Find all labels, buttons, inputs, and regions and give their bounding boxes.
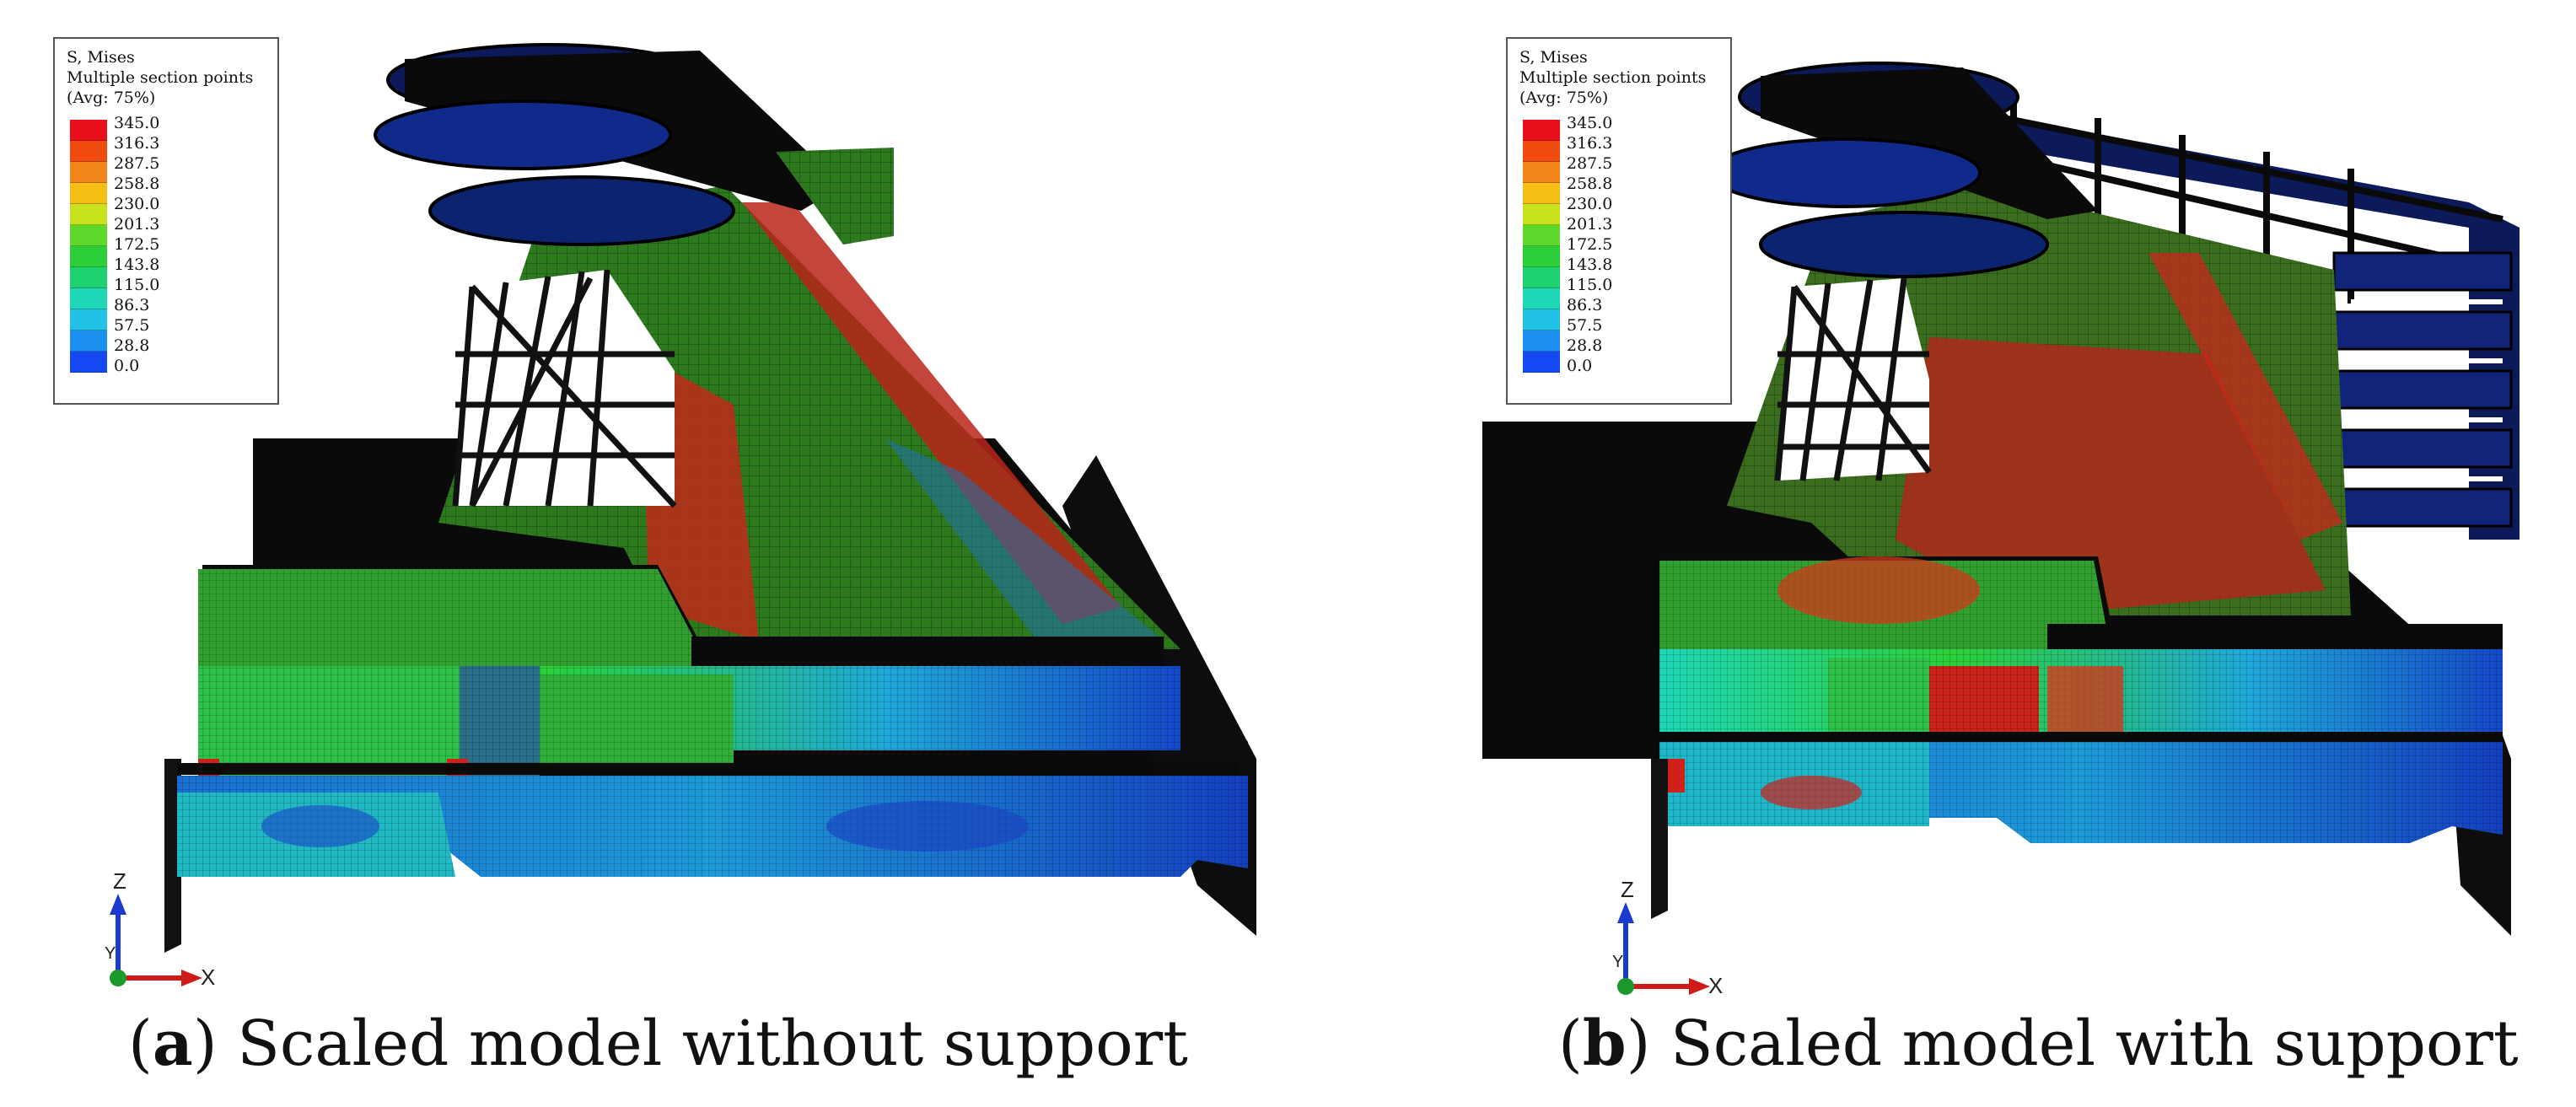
caption-a-text: Scaled model without support [217, 1008, 1188, 1080]
legend-value: 86.3 [114, 296, 150, 314]
legend-value: 230.0 [1567, 195, 1613, 213]
legend-swatch [1523, 246, 1560, 267]
legend-swatches-b [1523, 120, 1560, 373]
legend-value: 115.0 [114, 276, 160, 294]
legend-value: 345.0 [114, 114, 160, 132]
panel-b: S, Mises Multiple section points (Avg: 7… [1288, 0, 2576, 1107]
legend-swatch [1523, 120, 1560, 141]
legend-values: 345.0 316.3 287.5 258.8 230.0 201.3 172.5 143.8… [114, 113, 198, 376]
legend-swatch [70, 330, 107, 352]
legend-swatch [70, 309, 107, 330]
legend-swatch [70, 225, 107, 246]
fea-model-without-support [164, 43, 1256, 953]
legend-value: 0.0 [114, 357, 140, 375]
legend-swatch [1523, 309, 1560, 330]
axis-x-label: X [201, 965, 216, 990]
legend-swatch [1523, 330, 1560, 352]
stress-legend: S, Mises Multiple section points (Avg: 7… [53, 37, 279, 405]
legend-value: 57.5 [1567, 316, 1603, 335]
legend-swatch [70, 246, 107, 267]
legend-swatch [1523, 162, 1560, 183]
legend-value: 201.3 [1567, 215, 1613, 234]
legend-swatch [70, 162, 107, 183]
legend-averaging: (Avg: 75%) [67, 89, 156, 107]
axis-triad: Z X Y [101, 868, 261, 1012]
caption-a-letter: a [152, 1008, 193, 1080]
legend-swatch [70, 204, 107, 225]
caption-a: (a) Scaled model without support [128, 1008, 1188, 1080]
legend-swatch [1523, 183, 1560, 204]
axis-y-label-b: Y [1612, 953, 1624, 971]
legend-subtitle: Multiple section points [67, 68, 254, 87]
legend-value: 28.8 [114, 336, 150, 355]
legend-title-b: S, Mises [1519, 48, 1588, 67]
legend-subtitle-b: Multiple section points [1519, 68, 1707, 87]
legend-value: 258.8 [114, 175, 160, 193]
legend-swatch [1523, 204, 1560, 225]
axis-x-label-b: X [1708, 973, 1724, 998]
stress-legend-b: S, Mises Multiple section points (Avg: 7… [1506, 37, 1732, 405]
legend-averaging-b: (Avg: 75%) [1519, 89, 1609, 107]
legend-value: 172.5 [1567, 235, 1613, 254]
legend-value: 86.3 [1567, 296, 1603, 314]
legend-value: 143.8 [1567, 255, 1613, 274]
legend-value: 57.5 [114, 316, 150, 335]
legend-value: 0.0 [1567, 357, 1593, 375]
legend-swatch [1523, 225, 1560, 246]
legend-values-b: 345.0 316.3 287.5 258.8 230.0 201.3 172.5 143.8… [1567, 113, 1651, 376]
legend-swatch [1523, 288, 1560, 309]
legend-swatch [1523, 352, 1560, 373]
legend-swatch [1523, 267, 1560, 288]
caption-b-letter: b [1582, 1008, 1627, 1080]
legend-value: 172.5 [114, 235, 160, 254]
legend-value: 287.5 [1567, 154, 1613, 173]
legend-value: 258.8 [1567, 175, 1613, 193]
legend-title: S, Mises [67, 48, 135, 67]
legend-ramp: 345.0 316.3 287.5 258.8 230.0 201.3 172.5 143.8… [67, 113, 266, 375]
legend-value: 201.3 [114, 215, 160, 234]
caption-b-text: Scaled model with support [1650, 1008, 2519, 1080]
legend-swatch [70, 288, 107, 309]
axis-z-label-b: Z [1621, 877, 1634, 902]
legend-value: 28.8 [1567, 336, 1603, 355]
axis-y-label: Y [105, 944, 116, 963]
legend-swatch [70, 183, 107, 204]
axis-triad-b: Z X Y [1609, 877, 1769, 1020]
fea-model-with-support [1482, 62, 2520, 936]
panel-a: S, Mises Multiple section points (Avg: 7… [53, 37, 1256, 1080]
caption-b: (b) Scaled model with support [1558, 1008, 2519, 1080]
legend-value: 345.0 [1567, 114, 1613, 132]
legend-swatch [70, 120, 107, 141]
legend-value: 143.8 [114, 255, 160, 274]
axis-z-label: Z [113, 868, 126, 894]
legend-swatch [70, 141, 107, 162]
legend-value: 316.3 [1567, 134, 1613, 153]
legend-swatch [70, 352, 107, 373]
legend-ramp-b: 345.0 316.3 287.5 258.8 230.0 201.3 172.5 143.8… [1519, 113, 1718, 375]
legend-swatches [70, 120, 107, 373]
legend-swatch [1523, 141, 1560, 162]
legend-swatch [70, 267, 107, 288]
legend-value: 230.0 [114, 195, 160, 213]
legend-value: 316.3 [114, 134, 160, 153]
legend-value: 287.5 [114, 154, 160, 173]
legend-value: 115.0 [1567, 276, 1613, 294]
